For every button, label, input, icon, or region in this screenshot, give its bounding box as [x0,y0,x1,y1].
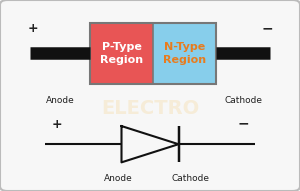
Text: P-Type
Region: P-Type Region [100,42,143,65]
Bar [153,23,216,84]
Text: Anode: Anode [46,96,74,104]
Text: Anode: Anode [104,174,133,183]
Text: ELECTRO: ELECTRO [101,99,199,118]
Bar [90,23,153,84]
Text: N-Type
Region: N-Type Region [163,42,206,65]
Text: −: − [261,21,273,35]
Text: +: + [28,22,38,35]
Bar [90,23,216,84]
Text: Cathode: Cathode [224,96,262,104]
Text: +: + [52,118,62,131]
Text: −: − [237,117,249,131]
Text: Cathode: Cathode [172,174,209,183]
